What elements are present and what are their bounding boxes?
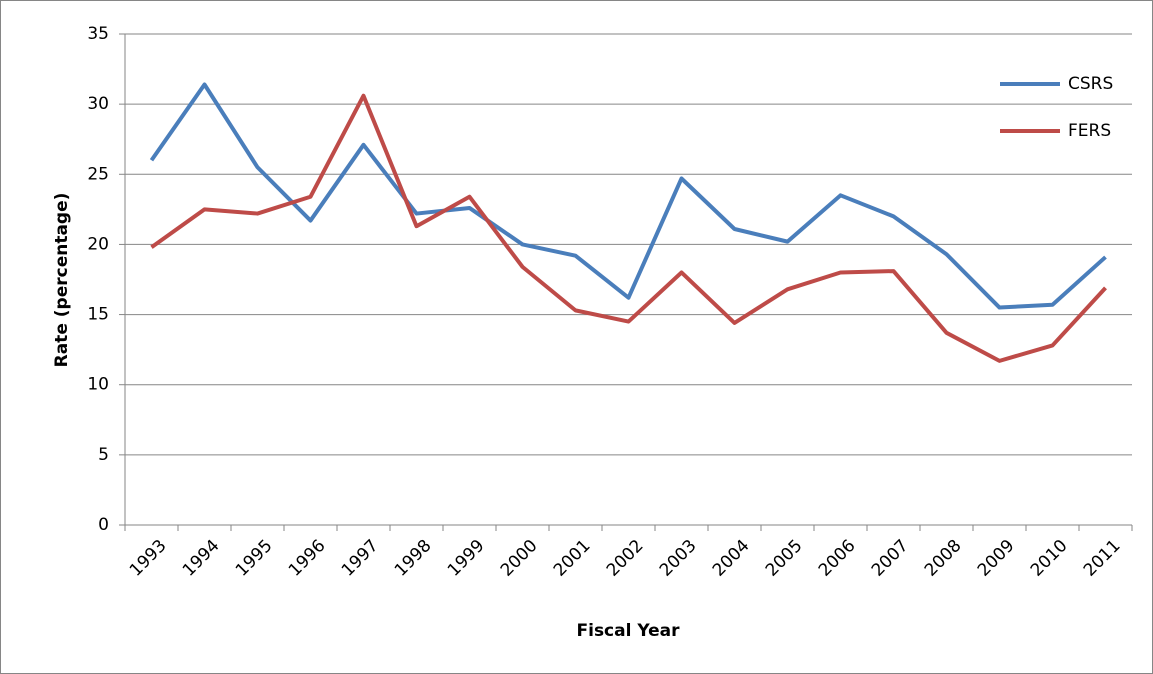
y-tick-label: 30 xyxy=(87,94,109,114)
x-axis-title: Fiscal Year xyxy=(577,621,681,641)
y-axis-title: Rate (percentage) xyxy=(52,193,72,368)
y-tick-label: 0 xyxy=(98,515,109,535)
series-line xyxy=(150,93,1107,363)
y-tick-label: 20 xyxy=(87,234,109,254)
y-tick-label: 25 xyxy=(87,164,109,184)
y-tick-label: 5 xyxy=(98,445,109,465)
series-line xyxy=(149,82,1107,310)
y-tick-label: 10 xyxy=(87,375,109,395)
legend-label: CSRS xyxy=(1068,74,1113,94)
y-tick-label: 35 xyxy=(87,24,109,44)
y-tick-label: 15 xyxy=(87,305,109,325)
legend-label: FERS xyxy=(1068,121,1111,141)
